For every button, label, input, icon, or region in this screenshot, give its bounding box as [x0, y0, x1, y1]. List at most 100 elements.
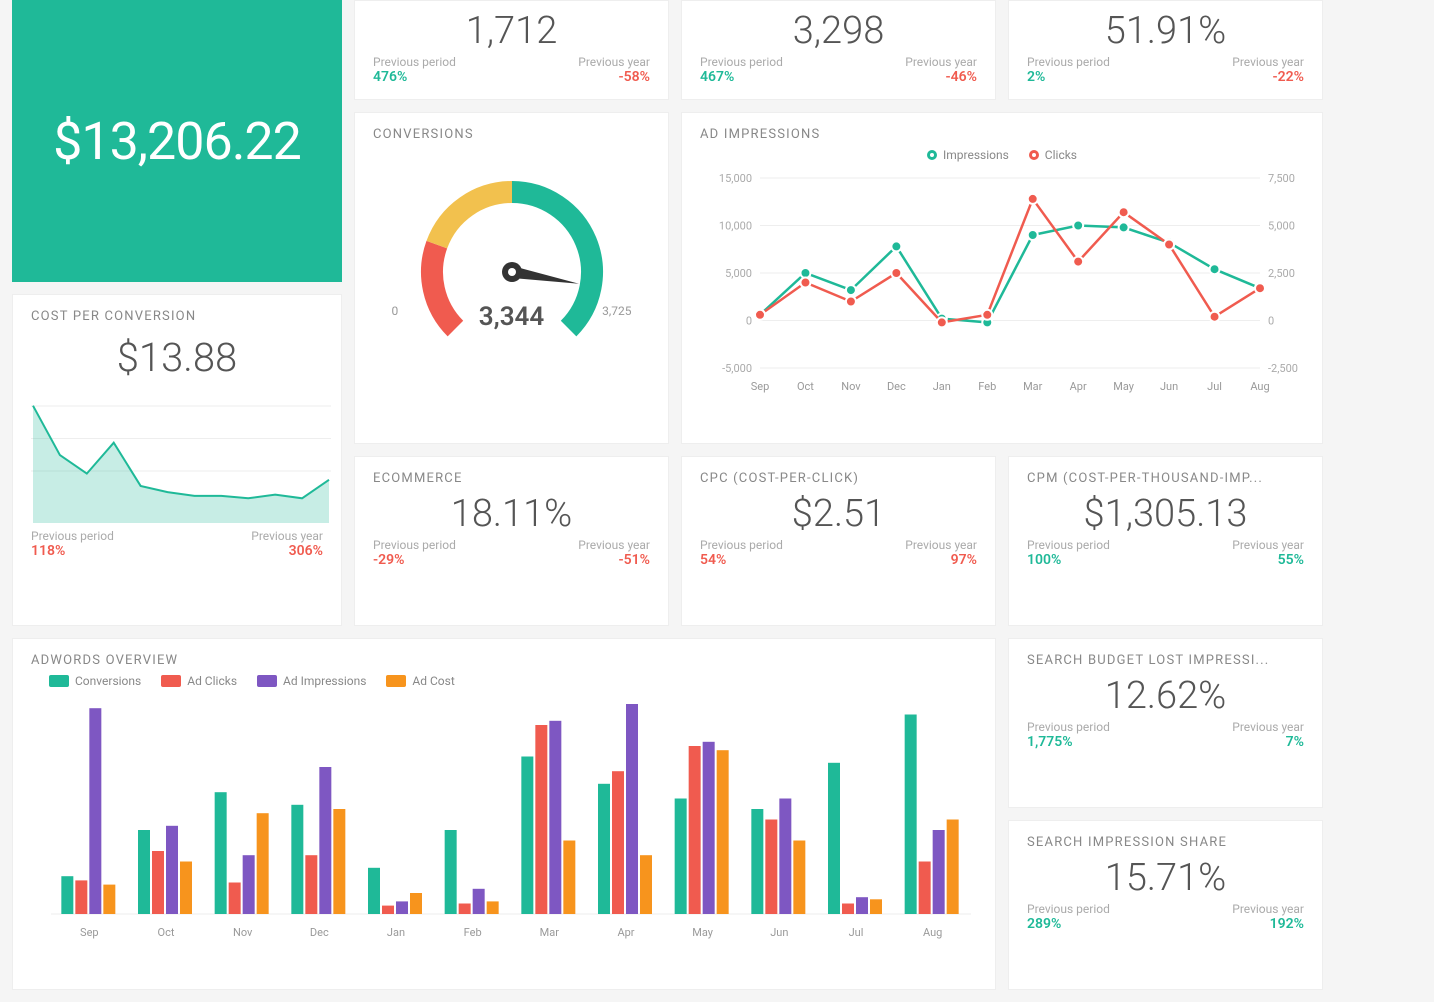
hero-value: $13,206.22 [53, 111, 301, 172]
py-value: -58% [578, 69, 650, 85]
search-budget-lost-card: SEARCH BUDGET LOST IMPRESSI... 12.62% Pr… [1008, 638, 1323, 808]
card-title: CPM (COST-PER-THOUSAND-IMP... [1027, 471, 1304, 486]
cost-per-conversion-sparkline [31, 393, 331, 523]
svg-text:Jun: Jun [770, 926, 788, 939]
svg-text:0: 0 [1268, 315, 1274, 328]
legend-item: Ad Clicks [161, 674, 237, 688]
metric-value: 3,298 [700, 9, 977, 53]
adwords-legend: ConversionsAd ClicksAd ImpressionsAd Cos… [49, 674, 977, 688]
ecommerce-card: ECOMMERCE 18.11% Previous period -29% Pr… [354, 456, 669, 626]
pp-label: Previous period [1027, 55, 1110, 69]
svg-text:Sep: Sep [80, 926, 99, 939]
svg-text:Jul: Jul [849, 926, 864, 939]
pp-label: Previous period [700, 538, 783, 552]
pp-value: 467% [700, 69, 783, 85]
hero-metric: $13,206.22 [12, 0, 342, 282]
svg-text:-5,000: -5,000 [722, 362, 752, 375]
card-value: 15.71% [1027, 856, 1304, 900]
adwords-overview-card: ADWORDS OVERVIEW ConversionsAd ClicksAd … [12, 638, 996, 990]
metric-value: 51.91% [1027, 9, 1304, 53]
py-value: -46% [905, 69, 977, 85]
cpm-card: CPM (COST-PER-THOUSAND-IMP... $1,305.13 … [1008, 456, 1323, 626]
svg-text:May: May [1113, 380, 1135, 393]
svg-text:2,500: 2,500 [1268, 267, 1295, 280]
svg-text:Jan: Jan [387, 926, 405, 939]
py-value: 97% [905, 552, 977, 568]
card-title: AD IMPRESSIONS [700, 127, 1304, 142]
py-label: Previous year [905, 538, 977, 552]
gauge-max: 3,725 [602, 304, 631, 318]
card-value: 12.62% [1027, 674, 1304, 718]
pp-label: Previous period [700, 55, 783, 69]
py-value: 7% [1232, 734, 1304, 750]
svg-text:Dec: Dec [310, 926, 329, 939]
pp-value: 54% [700, 552, 783, 568]
svg-text:Mar: Mar [1023, 380, 1043, 393]
pp-value: 476% [373, 69, 456, 85]
card-title: ECOMMERCE [373, 471, 650, 486]
svg-text:5,000: 5,000 [725, 267, 752, 280]
py-label: Previous year [905, 55, 977, 69]
svg-text:Nov: Nov [841, 380, 861, 393]
svg-text:15,000: 15,000 [719, 172, 752, 185]
py-label: Previous year [1232, 55, 1304, 69]
svg-text:Feb: Feb [464, 926, 482, 939]
card-value: $13.88 [31, 334, 323, 381]
ad-impressions-card: AD IMPRESSIONS ImpressionsClicks -5,000 -… [681, 112, 1323, 444]
svg-text:Oct: Oct [797, 380, 814, 393]
top-metric-1: 1,712 Previous period 476% Previous year… [354, 0, 669, 100]
pp-value: 2% [1027, 69, 1110, 85]
legend-item: Clicks [1029, 148, 1077, 162]
conversions-card: CONVERSIONS 3,344 0 3,725 [354, 112, 669, 444]
py-value: 306% [251, 543, 323, 559]
svg-text:Nov: Nov [233, 926, 253, 939]
card-value: 18.11% [373, 492, 650, 536]
svg-text:-2,500: -2,500 [1268, 362, 1298, 375]
pp-value: 118% [31, 543, 114, 559]
card-title: SEARCH IMPRESSION SHARE [1027, 835, 1304, 850]
pp-label: Previous period [1027, 538, 1110, 552]
svg-text:Apr: Apr [617, 926, 634, 939]
svg-text:Aug: Aug [1250, 380, 1269, 393]
card-title: ADWORDS OVERVIEW [31, 653, 977, 668]
py-value: -22% [1232, 69, 1304, 85]
svg-text:0: 0 [746, 315, 752, 328]
ad-impressions-legend: ImpressionsClicks [700, 148, 1304, 162]
py-label: Previous year [578, 538, 650, 552]
svg-text:Feb: Feb [978, 380, 996, 393]
svg-text:Sep: Sep [751, 380, 770, 393]
svg-text:5,000: 5,000 [1268, 220, 1295, 233]
gauge-min: 0 [392, 304, 399, 318]
svg-text:7,500: 7,500 [1268, 172, 1295, 185]
py-value: -51% [578, 552, 650, 568]
card-title: SEARCH BUDGET LOST IMPRESSI... [1027, 653, 1304, 668]
svg-text:Jan: Jan [933, 380, 951, 393]
legend-item: Ad Cost [386, 674, 454, 688]
pp-label: Previous period [373, 55, 456, 69]
card-value: $1,305.13 [1027, 492, 1304, 536]
pp-value: 1,775% [1027, 734, 1110, 750]
py-label: Previous year [1232, 720, 1304, 734]
pp-value: -29% [373, 552, 456, 568]
svg-text:Mar: Mar [540, 926, 560, 939]
svg-text:Dec: Dec [887, 380, 906, 393]
pp-label: Previous period [31, 529, 114, 543]
pp-value: 100% [1027, 552, 1110, 568]
svg-text:Aug: Aug [923, 926, 942, 939]
py-value: 192% [1232, 916, 1304, 932]
svg-text:May: May [692, 926, 714, 939]
top-metric-2: 3,298 Previous period 467% Previous year… [681, 0, 996, 100]
pp-value: 289% [1027, 916, 1110, 932]
card-title: CPC (COST-PER-CLICK) [700, 471, 977, 486]
py-label: Previous year [1232, 902, 1304, 916]
pp-label: Previous period [373, 538, 456, 552]
ad-impressions-chart: -5,000-2,500005,0002,50010,0005,00015,00… [700, 168, 1310, 398]
py-value: 55% [1232, 552, 1304, 568]
cpc-card: CPC (COST-PER-CLICK) $2.51 Previous peri… [681, 456, 996, 626]
legend-item: Ad Impressions [257, 674, 366, 688]
pp-label: Previous period [1027, 902, 1110, 916]
py-label: Previous year [1232, 538, 1304, 552]
search-impression-share-card: SEARCH IMPRESSION SHARE 15.71% Previous … [1008, 820, 1323, 990]
top-metric-3: 51.91% Previous period 2% Previous year … [1008, 0, 1323, 100]
adwords-chart: SepOctNovDecJanFebMarAprMayJunJulAug [31, 694, 991, 944]
